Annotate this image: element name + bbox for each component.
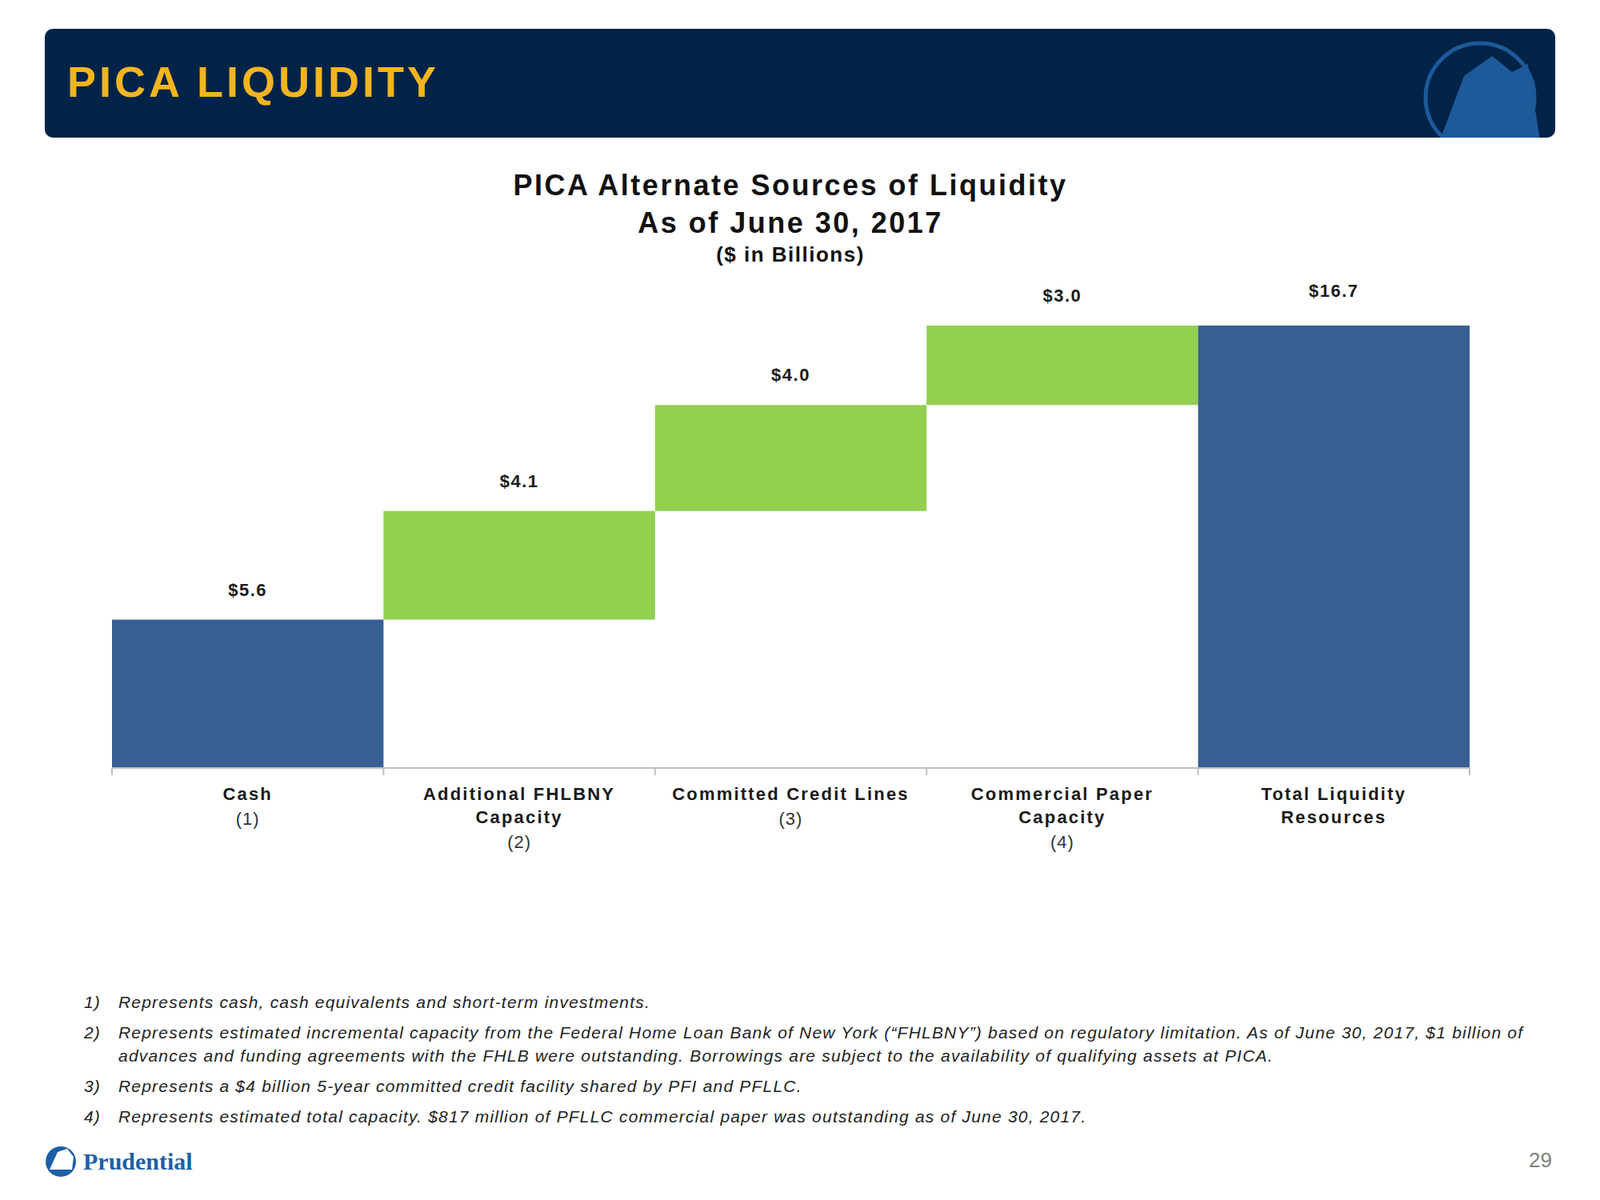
page-number: 29 (1488, 1147, 1552, 1173)
category-label-box: Additional FHLBNY Capacity(2) (399, 782, 640, 854)
bars (112, 325, 1470, 768)
footnote: 4) Represents estimated total capacity. $… (72, 1104, 1528, 1128)
brand-name: Prudential (83, 1147, 193, 1176)
chart-title: PICA Alternate Sources of Liquidity (0, 168, 1581, 204)
bar (655, 404, 927, 511)
page: $5.6 $4.1 $4.0 $3.0 $16.7 PICA LIQUIDITY PICA … (0, 0, 1600, 1200)
bar (1198, 325, 1470, 768)
footnote-text: Represents cash, cash equivalents and sh… (118, 990, 1528, 1014)
brand-icon-rock (49, 1148, 74, 1170)
footnote: 3) Represents a $4 billion 5-year committ… (72, 1074, 1528, 1098)
footnote-ref: (3) (671, 807, 912, 831)
category-label-box: Cash(1) (128, 782, 368, 831)
data-label: $3.0 (1042, 285, 1082, 306)
category-divider (111, 768, 113, 776)
data-label: $4.0 (771, 364, 811, 385)
bar (383, 511, 655, 620)
footnote-text: Represents estimated incremental capacit… (118, 1020, 1528, 1068)
category-divider (925, 768, 928, 776)
footnote-text: Represents estimated total capacity. $81… (118, 1104, 1528, 1128)
data-label: $4.1 (500, 471, 540, 492)
header-title: PICA LIQUIDITY (67, 56, 440, 108)
footnote-ref: (4) (942, 830, 1183, 854)
bar (112, 620, 384, 768)
footnote: 1) Represents cash, cash equivalents and … (72, 990, 1528, 1014)
category-label-box: Committed Credit Lines(3) (671, 782, 912, 831)
header-bar (44, 28, 1556, 138)
units-note: ($ in Billions) (0, 241, 1581, 268)
header-logo (1425, 43, 1540, 138)
bar (926, 325, 1198, 405)
category-divider (654, 768, 656, 776)
category-label: Cash (128, 782, 368, 806)
chart-subtitle: As of June 30, 2017 (0, 205, 1581, 241)
footnote-ref: (2) (399, 830, 640, 854)
brand-icon (45, 1146, 76, 1177)
footnote-text: Represents a $4 billion 5-year committed… (118, 1074, 1528, 1098)
category-label-box: Total Liquidity Resources (1213, 782, 1454, 829)
category-divider (1468, 768, 1471, 776)
footnote-ref: (1) (128, 807, 368, 831)
data-label: $5.6 (228, 580, 268, 600)
category-divider (382, 768, 384, 776)
footnote: 2) Represents estimated incremental capac… (72, 1020, 1528, 1068)
footnote-marker: 4) (72, 1104, 101, 1128)
footnote-marker: 3) (72, 1074, 101, 1098)
category-label: Additional FHLBNY Capacity (399, 782, 640, 829)
footnote-marker: 2) (72, 1020, 101, 1044)
category-label-box: Commercial Paper Capacity(4) (942, 782, 1183, 854)
data-label: $16.7 (1308, 280, 1360, 301)
category-label: Commercial Paper Capacity (942, 782, 1183, 829)
category-label: Total Liquidity Resources (1213, 782, 1454, 829)
x-axis (112, 767, 1470, 769)
category-divider (1197, 768, 1200, 776)
footnote-marker: 1) (72, 990, 101, 1014)
category-label: Committed Credit Lines (671, 782, 912, 806)
logo-rock (1440, 56, 1540, 138)
